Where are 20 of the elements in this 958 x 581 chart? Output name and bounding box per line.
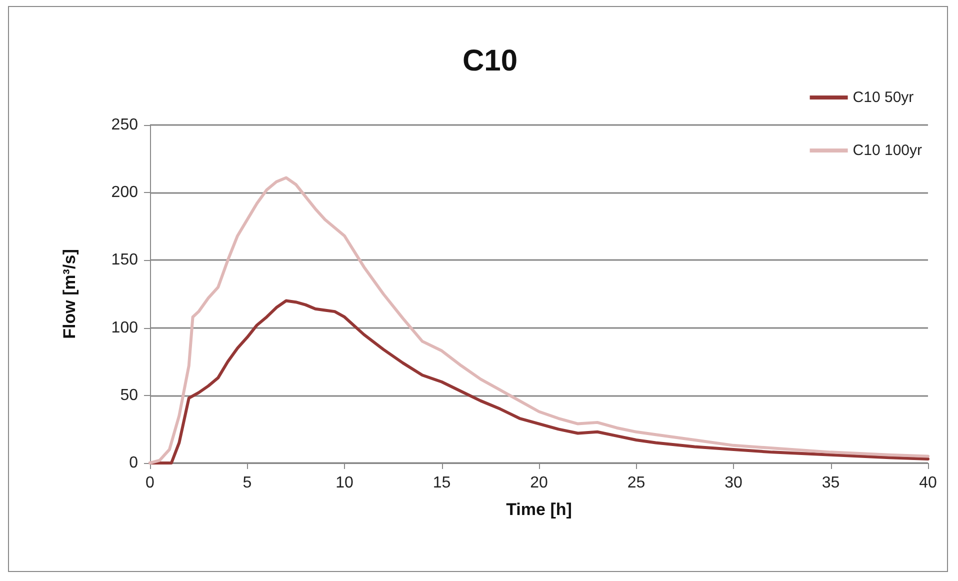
- legend-label: C10 50yr: [852, 89, 914, 106]
- chart-title: C10: [462, 44, 518, 78]
- x-tick-label: 15: [432, 474, 451, 492]
- x-tick-label: 30: [724, 474, 742, 492]
- y-tick-label: 100: [111, 319, 138, 336]
- y-tick-label: 150: [111, 252, 138, 269]
- x-tick-label: 20: [530, 474, 548, 492]
- x-axis-title: Time [h]: [506, 500, 572, 519]
- x-tick-label: 35: [822, 474, 840, 492]
- y-axis-title: Flow [m³/s]: [60, 249, 79, 339]
- y-tick-label: 200: [111, 184, 138, 202]
- x-tick-label: 0: [146, 474, 155, 492]
- x-tick-label: 5: [242, 474, 252, 492]
- x-tick-label: 25: [627, 474, 646, 492]
- x-tick-label: 40: [919, 474, 937, 492]
- y-tick-label: 0: [129, 454, 138, 472]
- y-tick-label: 250: [111, 116, 138, 134]
- legend-label: C10 100yr: [852, 142, 922, 159]
- x-tick-label: 10: [336, 474, 354, 492]
- y-tick-label: 50: [120, 386, 138, 404]
